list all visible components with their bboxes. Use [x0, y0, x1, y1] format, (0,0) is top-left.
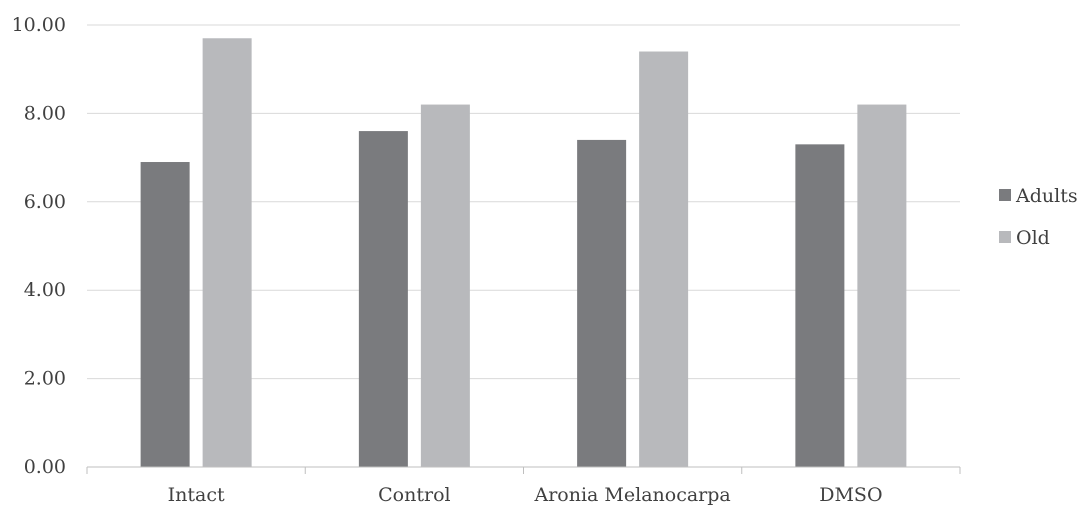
legend-swatch-old	[999, 231, 1011, 243]
bar-adults-aronia-melanocarpa	[577, 139, 627, 468]
legend: Adults Old	[999, 185, 1078, 249]
x-axis	[86, 466, 961, 474]
y-tick-label: 8.00	[24, 102, 66, 124]
bar-adults-intact	[140, 162, 190, 467]
bars	[140, 38, 907, 468]
y-tick-label: 4.00	[24, 279, 66, 301]
x-tick-label: Control	[378, 484, 450, 506]
bar-adults-dmso	[795, 144, 845, 467]
bar-old-aronia-melanocarpa	[639, 51, 689, 468]
bar-old-intact	[202, 38, 252, 467]
x-axis-tick-labels: Intact Control Aronia Melanocarpa DMSO	[168, 484, 883, 506]
y-axis-tick-labels: 0.00 2.00 4.00 6.00 8.00 10.00	[12, 14, 66, 478]
bar-old-control	[420, 104, 470, 467]
y-tick-label: 10.00	[12, 14, 66, 36]
bar-adults-control	[358, 131, 408, 467]
y-tick-label: 6.00	[24, 191, 66, 213]
y-tick-label: 2.00	[24, 368, 66, 390]
bar-old-dmso	[857, 104, 907, 467]
y-tick-label: 0.00	[24, 456, 66, 478]
x-tick-label: DMSO	[819, 484, 882, 506]
x-tick-label: Intact	[168, 484, 225, 506]
x-tick-label: Aronia Melanocarpa	[534, 484, 731, 506]
legend-label-adults: Adults	[1015, 185, 1078, 207]
legend-label-old: Old	[1016, 227, 1050, 249]
legend-swatch-adults	[999, 189, 1011, 201]
